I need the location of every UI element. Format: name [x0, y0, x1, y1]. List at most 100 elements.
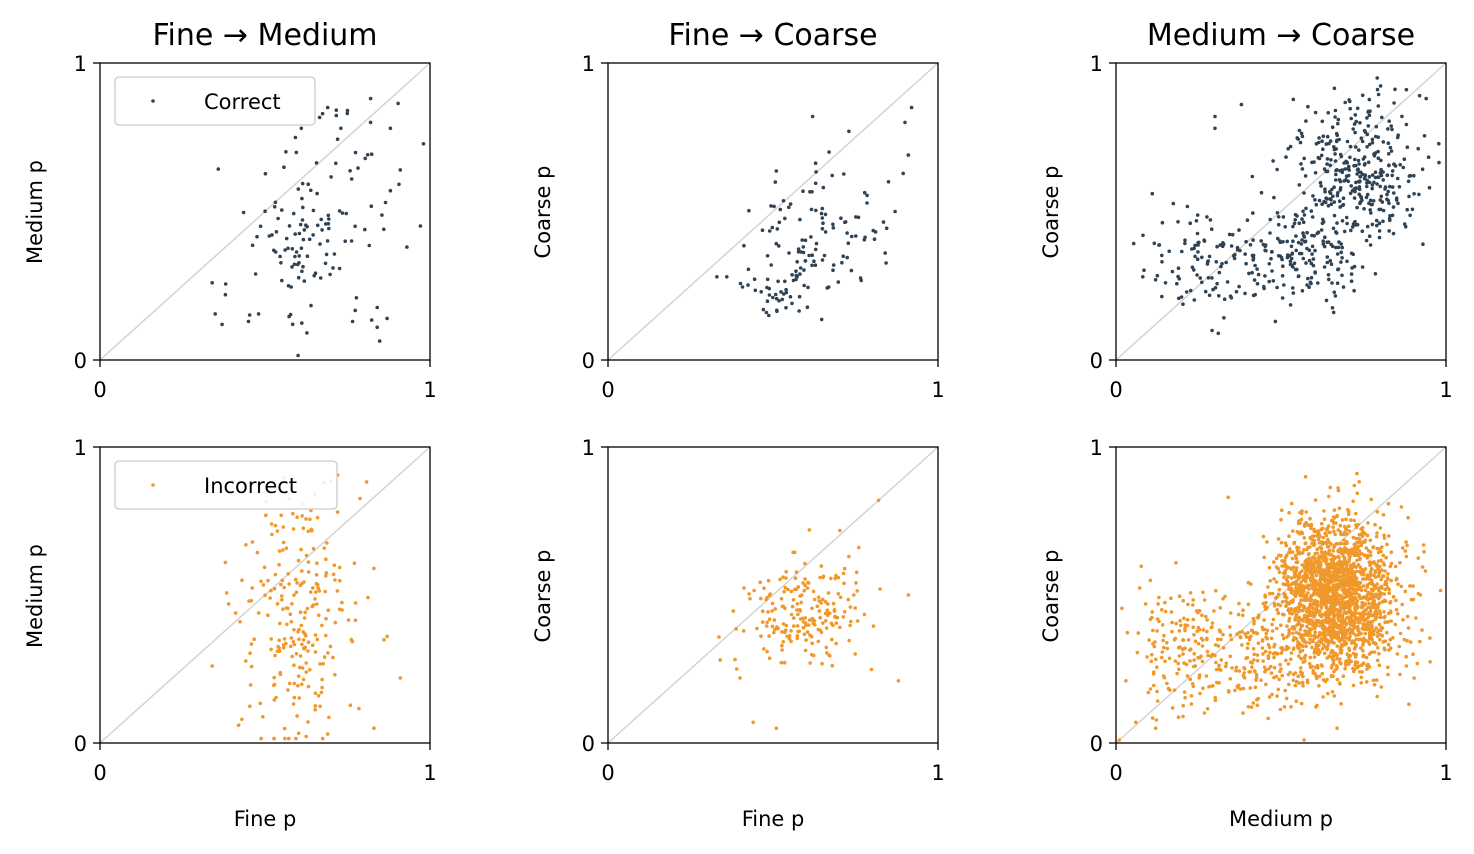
data-point: [1297, 575, 1302, 580]
data-point: [1176, 274, 1180, 279]
data-point: [817, 609, 822, 613]
data-point: [1332, 290, 1337, 295]
data-point: [1377, 663, 1382, 667]
data-point: [323, 589, 328, 594]
data-point: [281, 525, 286, 529]
data-point: [1143, 602, 1148, 606]
data-point: [1212, 609, 1216, 613]
data-point: [1357, 553, 1361, 558]
data-point: [1372, 632, 1376, 637]
data-point: [1262, 618, 1266, 622]
data-point: [807, 623, 811, 627]
data-point: [1195, 257, 1200, 262]
data-point: [363, 156, 368, 161]
data-point: [1199, 636, 1204, 641]
data-point: [1398, 560, 1402, 565]
data-point: [1344, 628, 1348, 633]
data-point: [1310, 252, 1314, 256]
data-point: [801, 625, 806, 630]
data-point: [1420, 167, 1425, 171]
data-point: [1338, 593, 1342, 598]
data-point: [770, 609, 774, 613]
data-point: [284, 546, 289, 550]
data-point: [794, 570, 799, 574]
data-point: [836, 280, 841, 284]
data-point: [1243, 252, 1247, 256]
data-point: [1368, 208, 1372, 212]
data-point: [1192, 658, 1196, 662]
data-point: [1310, 244, 1315, 249]
data-point: [1267, 695, 1272, 699]
data-point: [1324, 527, 1329, 532]
data-point: [1296, 674, 1300, 678]
data-point: [1213, 698, 1218, 703]
data-point: [1193, 243, 1197, 248]
data-point: [1346, 512, 1351, 517]
data-point: [1376, 550, 1381, 555]
data-point: [1379, 167, 1383, 172]
data-point: [1213, 653, 1217, 658]
data-point: [752, 277, 757, 282]
data-point: [1245, 218, 1250, 222]
data-point: [784, 287, 788, 292]
data-point: [1298, 521, 1302, 525]
data-point: [1368, 563, 1372, 568]
data-point: [1300, 217, 1304, 221]
data-point: [1347, 509, 1351, 514]
data-point: [1310, 556, 1315, 560]
data-point: [1399, 584, 1404, 589]
data-point: [314, 573, 319, 577]
data-point: [1266, 667, 1271, 671]
data-point: [1335, 644, 1339, 648]
data-point: [1412, 173, 1416, 178]
data-point: [1227, 232, 1232, 237]
data-point: [1150, 716, 1155, 720]
plot-frame: [99, 62, 431, 361]
data-point: [1275, 651, 1280, 656]
data-point: [337, 565, 342, 570]
data-point: [318, 276, 323, 280]
data-point: [1393, 87, 1397, 92]
data-point: [1254, 673, 1259, 677]
data-point: [1347, 168, 1351, 172]
data-point: [1246, 705, 1251, 709]
data-point: [1383, 185, 1388, 189]
data-point: [1326, 111, 1330, 115]
data-point: [327, 217, 331, 221]
data-point: [807, 528, 812, 532]
data-point: [1266, 716, 1270, 721]
data-point: [831, 268, 835, 273]
data-point: [1248, 686, 1253, 690]
data-point: [1320, 582, 1324, 587]
x-tick-label: 1: [1439, 378, 1452, 402]
data-point: [1388, 646, 1393, 650]
data-point: [1178, 645, 1182, 649]
data-point: [1372, 180, 1376, 185]
data-point: [324, 557, 328, 561]
data-point: [296, 353, 300, 358]
data-point: [313, 597, 317, 601]
data-point: [765, 285, 769, 290]
data-point: [1206, 259, 1210, 263]
data-point: [857, 545, 861, 550]
data-point: [1340, 600, 1344, 605]
data-point: [755, 626, 759, 631]
data-point: [1320, 622, 1324, 627]
data-point: [1325, 260, 1330, 265]
data-point: [1344, 621, 1348, 625]
data-point: [1328, 605, 1333, 609]
data-point: [1408, 640, 1413, 644]
data-point: [1152, 683, 1156, 688]
data-point: [1261, 659, 1265, 663]
data-point: [268, 596, 272, 600]
data-point: [1373, 569, 1378, 573]
data-point: [1313, 630, 1317, 634]
data-point: [1327, 565, 1332, 569]
data-point: [1194, 219, 1199, 223]
data-point: [829, 576, 833, 581]
data-point: [248, 651, 252, 655]
data-point: [290, 602, 294, 606]
data-point: [294, 652, 299, 656]
data-point: [823, 600, 828, 604]
data-point: [368, 96, 373, 101]
